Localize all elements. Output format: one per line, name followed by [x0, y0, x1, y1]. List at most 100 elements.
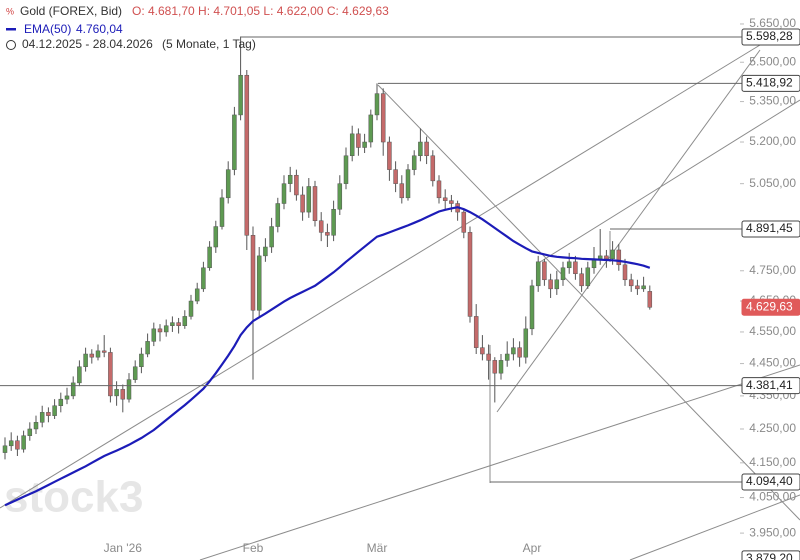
price-label: 4.381,41 — [746, 378, 793, 392]
candle-body — [486, 353, 491, 361]
candle-body — [604, 255, 609, 260]
candle-body — [207, 246, 212, 269]
candle-body — [647, 291, 653, 308]
candle-body — [610, 249, 615, 260]
candle-body — [232, 114, 237, 170]
candle-body — [27, 428, 33, 436]
candle-body — [573, 261, 578, 275]
trendline — [539, 99, 800, 263]
candle-body — [312, 186, 318, 222]
candle-body — [46, 412, 51, 416]
candle-body — [114, 389, 119, 397]
candle-body — [542, 261, 547, 281]
candle-body — [498, 360, 504, 374]
price-label-box — [741, 28, 800, 46]
candle-body — [77, 366, 82, 384]
price-label-box — [741, 377, 800, 395]
candle-body — [281, 183, 287, 204]
price-label-box — [741, 298, 800, 316]
candle-body — [52, 405, 57, 416]
candle-body — [399, 183, 405, 199]
candle-body — [145, 341, 150, 355]
candle-body — [405, 169, 411, 199]
y-tick-label: 5.350,00 — [749, 94, 796, 108]
trendline — [377, 84, 800, 521]
candle-body — [442, 197, 448, 201]
price-label: 4.629,63 — [746, 299, 793, 313]
candle-body — [362, 141, 367, 148]
x-tick-label: Apr — [523, 541, 542, 555]
legend-span: (5 Monate, 1 Tag) — [162, 37, 256, 51]
legend: % Gold (FOREX, Bid) O: 4.681,70 H: 4.701… — [6, 4, 389, 51]
y-tick-label: 4.050,00 — [749, 490, 796, 504]
candle-body — [349, 133, 355, 157]
candle-body — [461, 211, 467, 233]
candle-body — [523, 328, 529, 358]
candle-body — [108, 352, 113, 397]
price-label: 3.879,20 — [746, 551, 793, 560]
candle-body — [39, 412, 45, 423]
candle-body — [337, 183, 343, 210]
legend-ema-name: EMA(50) — [24, 22, 71, 36]
candle-body — [318, 220, 324, 233]
candle-body — [176, 322, 181, 326]
candle-body — [263, 246, 268, 257]
candle-body — [300, 194, 305, 213]
y-tick-label: 5.050,00 — [749, 176, 796, 190]
candle-body — [15, 440, 20, 450]
trendline — [0, 44, 761, 509]
y-tick-label: 4.450,00 — [749, 356, 796, 370]
candle-body — [182, 316, 188, 326]
candle-body — [560, 267, 566, 281]
candle-body — [597, 255, 603, 260]
candle-body — [356, 133, 361, 148]
candle-body — [70, 382, 76, 397]
candle-body — [467, 232, 473, 317]
candle-body — [504, 353, 510, 361]
candle-body — [331, 208, 336, 236]
candle-body — [306, 186, 312, 213]
candle-body — [8, 440, 14, 447]
candle-body — [480, 347, 485, 355]
candle-body — [436, 180, 442, 199]
candle-body — [418, 141, 423, 157]
candle-body — [83, 353, 88, 368]
x-tick-label: Jan '26 — [104, 541, 143, 555]
candle-body — [250, 235, 256, 311]
candle-body — [287, 174, 293, 184]
candle-body — [554, 279, 560, 290]
candle-body — [635, 285, 640, 290]
candle-body — [393, 169, 398, 184]
candle-body — [430, 155, 436, 182]
price-label-box — [741, 74, 800, 92]
candle-body — [380, 93, 386, 143]
drawings — [0, 44, 800, 560]
y-tick-label: 4.250,00 — [749, 421, 796, 435]
y-tick-label: 5.500,00 — [749, 54, 796, 68]
candle-body — [238, 74, 243, 116]
legend-title: Gold (FOREX, Bid) — [20, 4, 122, 18]
candle-body — [95, 350, 101, 358]
price-label: 4.094,40 — [746, 474, 793, 488]
x-tick-label: Feb — [243, 541, 264, 555]
candle-body — [628, 279, 634, 287]
candle-body — [529, 285, 535, 330]
x-tick-label: Mär — [367, 541, 388, 555]
candle-body — [163, 325, 169, 333]
candle-body — [151, 328, 157, 342]
candle-body — [139, 353, 144, 368]
price-label-box — [741, 550, 800, 560]
candle-body — [535, 261, 541, 287]
y-tick-label: 5.200,00 — [749, 134, 796, 148]
candle-body — [21, 435, 26, 450]
y-tick-label: 3.950,00 — [749, 525, 796, 539]
candle-body — [58, 398, 64, 406]
candle-body — [566, 261, 572, 269]
legend-ema-value: 4.760,04 — [76, 22, 123, 36]
candle-body — [294, 174, 299, 196]
watermark: stock3 — [4, 473, 143, 522]
candle-body — [132, 366, 138, 380]
legend-range: 04.12.2025 - 28.04.2026 — [22, 37, 153, 51]
candle-body — [188, 300, 194, 317]
